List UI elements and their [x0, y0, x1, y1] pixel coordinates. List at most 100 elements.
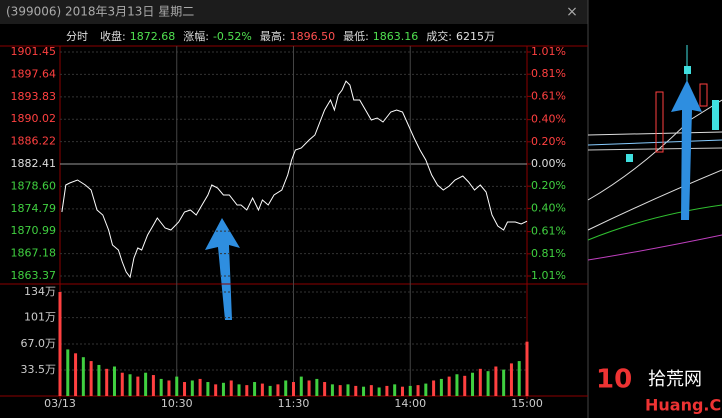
volume-bar	[439, 378, 443, 396]
y2-tick-label: 0.00%	[531, 157, 566, 170]
volume-bar	[183, 382, 187, 396]
volume-bar	[260, 383, 264, 396]
volume-bar	[268, 385, 272, 396]
x-tick-label: 03/13	[44, 397, 76, 410]
volume-bar	[229, 380, 233, 396]
volume-bar	[120, 372, 124, 396]
volume-bar	[284, 380, 288, 396]
y2-tick-label: 0.40%	[531, 113, 566, 126]
info-label: 涨幅:	[183, 30, 209, 43]
y-tick-label: 1878.60	[11, 179, 57, 192]
y2-tick-label: 0.61%	[531, 225, 566, 238]
volume-bar	[237, 384, 241, 396]
volume-bar	[330, 384, 334, 396]
volume-bar	[167, 380, 171, 396]
volume-bar	[377, 387, 381, 396]
info-label: 最低:	[343, 30, 369, 43]
volume-bar	[447, 376, 451, 396]
y-tick-label: 1890.02	[11, 112, 57, 125]
watermark: 拾荒网	[648, 369, 702, 390]
volume-bar	[517, 361, 521, 396]
volume-bar	[292, 382, 295, 396]
volume-bar	[206, 382, 210, 396]
volume-bar	[136, 376, 140, 396]
y2-tick-label: 0.81%	[531, 247, 566, 260]
volume-bar	[128, 374, 132, 396]
volume-bar	[432, 380, 436, 396]
volume-bar	[74, 353, 78, 396]
y-tick-label: 1867.18	[11, 247, 57, 260]
volume-bar	[276, 384, 280, 396]
volume-bar	[416, 385, 420, 396]
volume-bar	[151, 375, 155, 396]
volume-bar	[362, 386, 366, 396]
watermark: Huang.CN	[645, 396, 722, 415]
volume-bar	[245, 385, 249, 396]
y-tick-label: 1901.45	[11, 45, 57, 58]
y2-tick-label: 0.40%	[531, 201, 566, 214]
volume-bar	[175, 376, 179, 396]
info-label: 成交:	[426, 29, 452, 43]
y-tick-label: 1870.99	[11, 224, 57, 237]
x-tick-label: 15:00	[511, 397, 543, 410]
volume-bar	[323, 382, 327, 396]
volume-bar	[253, 382, 257, 396]
volume-bar	[478, 368, 482, 396]
arrow	[205, 218, 240, 320]
info-label: 收盘:	[100, 29, 126, 43]
x-tick-label: 14:00	[394, 397, 426, 410]
volume-bar	[369, 385, 373, 396]
x-tick-label: 10:30	[161, 397, 193, 410]
info-value: -0.52%	[213, 30, 252, 43]
volume-bar	[315, 378, 319, 396]
y-tick-label: 1886.22	[11, 135, 57, 148]
volume-tick-label: 33.5万	[21, 363, 57, 376]
info-value: 1896.50	[290, 30, 336, 43]
arrow	[671, 80, 702, 220]
volume-bar	[346, 384, 350, 396]
volume-bar	[424, 383, 428, 396]
volume-bar	[81, 357, 85, 396]
volume-bar	[299, 376, 303, 396]
volume-bar	[112, 366, 116, 396]
info-label: 分时	[66, 30, 88, 43]
volume-bar	[105, 368, 109, 396]
y2-tick-label: 1.01%	[531, 269, 566, 282]
info-value: 1872.68	[130, 30, 176, 43]
header: (399006) 2018年3月13日 星期二	[6, 5, 194, 19]
info-value: 6215万	[456, 30, 495, 43]
y-tick-label: 1893.83	[11, 90, 57, 103]
y2-tick-label: 1.01%	[531, 45, 566, 58]
volume-tick-label: 101万	[24, 311, 56, 324]
volume-bar	[144, 372, 148, 396]
volume-bar	[221, 382, 225, 396]
y-tick-label: 1863.37	[11, 269, 57, 282]
volume-bar	[463, 375, 467, 396]
volume-tick-label: 67.0万	[21, 337, 57, 350]
volume-bar	[408, 385, 412, 396]
price-line	[61, 80, 528, 279]
y2-tick-label: 0.20%	[531, 179, 566, 192]
volume-bar	[385, 385, 389, 396]
volume-bar	[471, 372, 475, 396]
volume-bar	[502, 369, 506, 396]
volume-bar	[354, 385, 358, 396]
volume-bar	[89, 361, 93, 396]
volume-bar	[58, 292, 62, 396]
volume-bar	[494, 366, 498, 396]
y2-tick-label: 0.61%	[531, 89, 566, 102]
volume-bar	[66, 349, 70, 396]
close-button[interactable]: ×	[566, 4, 578, 20]
volume-bar	[525, 341, 529, 396]
y-tick-label: 1882.41	[11, 157, 57, 170]
volume-bar	[159, 378, 163, 396]
title-bar	[0, 0, 588, 24]
volume-tick-label: 134万	[24, 285, 56, 298]
volume-bar	[400, 386, 404, 396]
volume-bar	[455, 374, 459, 396]
volume-bar	[338, 385, 342, 396]
info-value: 1863.16	[373, 30, 419, 43]
volume-bar	[509, 363, 513, 396]
volume-bar	[97, 364, 101, 396]
volume-bar	[190, 380, 194, 396]
